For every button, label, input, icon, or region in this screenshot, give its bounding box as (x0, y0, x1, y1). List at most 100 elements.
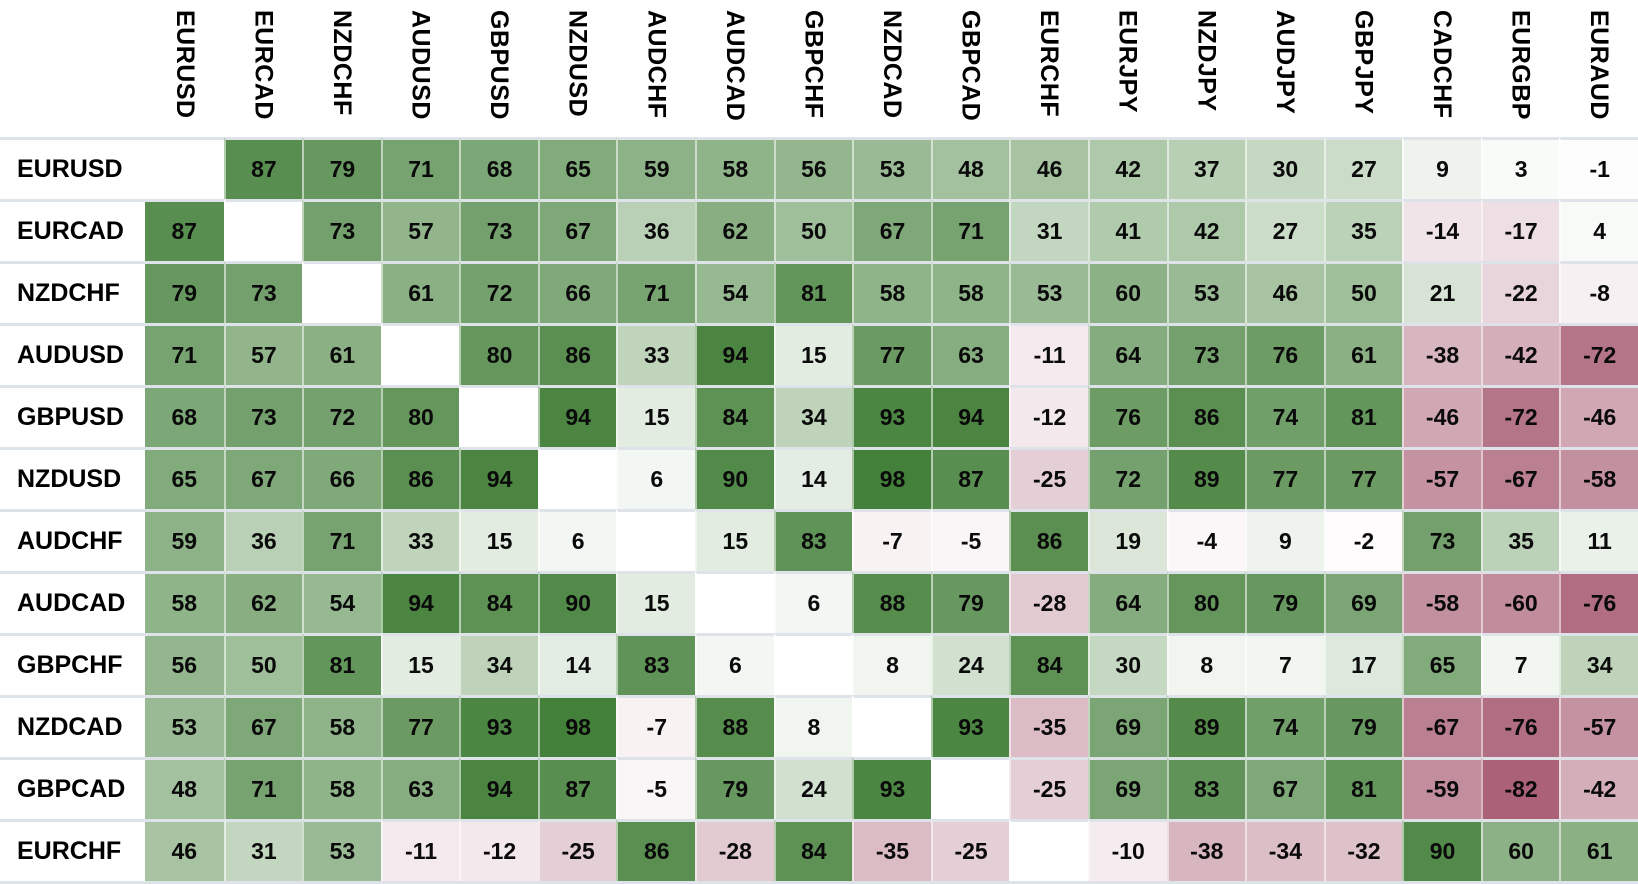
heatmap-cell: -28 (695, 819, 774, 881)
heatmap-cell: 69 (1087, 695, 1167, 757)
heatmap-cell: 7 (1480, 633, 1560, 695)
heatmap-cell: 93 (852, 385, 931, 447)
column-header-nzdchf: NZDCHF (302, 0, 381, 137)
heatmap-cell: -76 (1480, 695, 1560, 757)
heatmap-cell: 84 (1009, 633, 1088, 695)
heatmap-cell: -59 (1402, 757, 1481, 819)
heatmap-cell: 61 (1559, 819, 1638, 881)
heatmap-cell (616, 509, 696, 571)
heatmap-cell: -5 (930, 509, 1010, 571)
heatmap-cell: 53 (1166, 261, 1246, 323)
heatmap-cell: 33 (380, 509, 460, 571)
heatmap-cell: -46 (1402, 385, 1481, 447)
column-header-label: CADCHF (1428, 10, 1457, 119)
heatmap-cell: -42 (1559, 757, 1638, 819)
heatmap-cell: -14 (1402, 199, 1481, 261)
heatmap-cell: -72 (1480, 385, 1560, 447)
heatmap-cell: 76 (1245, 323, 1324, 385)
column-header-gbpusd: GBPUSD (459, 0, 538, 137)
heatmap-cell: 73 (302, 199, 381, 261)
heatmap-cell: 58 (930, 261, 1010, 323)
heatmap-cell: 14 (537, 633, 617, 695)
heatmap-cell: -46 (1559, 385, 1638, 447)
heatmap-cell: -5 (616, 757, 696, 819)
heatmap-cell: 80 (459, 323, 538, 385)
row-label-nzdusd: NZDUSD (0, 447, 145, 509)
heatmap-cell: 46 (145, 819, 224, 881)
heatmap-cell: 19 (1087, 509, 1167, 571)
heatmap-cell: 69 (1323, 571, 1403, 633)
heatmap-cell: 89 (1166, 447, 1246, 509)
heatmap-cell: -57 (1402, 447, 1481, 509)
heatmap-cell: 30 (1245, 137, 1324, 199)
heatmap-cell: 67 (537, 199, 617, 261)
heatmap-cell: 81 (1323, 757, 1403, 819)
row-label-audchf: AUDCHF (0, 509, 145, 571)
heatmap-cell: -25 (1009, 447, 1088, 509)
corner-spacer (0, 0, 145, 137)
heatmap-cell: 87 (145, 199, 224, 261)
heatmap-cell: -11 (1009, 323, 1088, 385)
heatmap-cell: 80 (1166, 571, 1246, 633)
heatmap-cell: 15 (616, 385, 696, 447)
row-label-eurcad: EURCAD (0, 199, 145, 261)
heatmap-cell: 31 (223, 819, 303, 881)
heatmap-cell: 62 (223, 571, 303, 633)
heatmap-cell: 53 (145, 695, 224, 757)
row-label-eurchf: EURCHF (0, 819, 145, 881)
heatmap-cell: 63 (930, 323, 1010, 385)
heatmap-cell: 79 (145, 261, 224, 323)
heatmap-cell: 67 (852, 199, 931, 261)
heatmap-cell: 86 (1166, 385, 1246, 447)
heatmap-cell: 59 (616, 137, 696, 199)
heatmap-cell: 87 (930, 447, 1010, 509)
heatmap-cell: 77 (852, 323, 931, 385)
heatmap-cell: 79 (930, 571, 1010, 633)
column-header-label: EURJPY (1113, 10, 1142, 114)
heatmap-cell: 77 (1323, 447, 1403, 509)
column-header-gbpcad: GBPCAD (930, 0, 1010, 137)
heatmap-cell: 79 (1245, 571, 1324, 633)
heatmap-cell: 15 (616, 571, 696, 633)
heatmap-cell: 71 (223, 757, 303, 819)
heatmap-cell: -58 (1559, 447, 1638, 509)
heatmap-cell: 83 (773, 509, 853, 571)
row-label-gbpcad: GBPCAD (0, 757, 145, 819)
heatmap-cell: 27 (1245, 199, 1324, 261)
heatmap-cell: 71 (145, 323, 224, 385)
heatmap-cell: 6 (537, 509, 617, 571)
heatmap-cell: 6 (616, 447, 696, 509)
row-label-audcad: AUDCAD (0, 571, 145, 633)
heatmap-cell: -1 (1559, 137, 1638, 199)
heatmap-cell: 46 (1009, 137, 1088, 199)
column-header-cadchf: CADCHF (1402, 0, 1481, 137)
heatmap-cell: 35 (1323, 199, 1403, 261)
heatmap-cell: 83 (616, 633, 696, 695)
heatmap-cell: 61 (380, 261, 460, 323)
heatmap-cell: 57 (223, 323, 303, 385)
column-header-label: GBPUSD (485, 10, 514, 120)
column-header-label: NZDJPY (1192, 10, 1221, 112)
heatmap-cell: 72 (302, 385, 381, 447)
heatmap-cell: 63 (380, 757, 460, 819)
heatmap-cell: 71 (302, 509, 381, 571)
heatmap-cell: 58 (852, 261, 931, 323)
column-header-eurusd: EURUSD (145, 0, 224, 137)
heatmap-cell: -11 (380, 819, 460, 881)
heatmap-cell (302, 261, 381, 323)
heatmap-cell: 84 (695, 385, 774, 447)
heatmap-cell (695, 571, 774, 633)
heatmap-cell: 73 (1166, 323, 1246, 385)
heatmap-cell: 67 (1245, 757, 1324, 819)
heatmap-cell: 42 (1087, 137, 1167, 199)
row-label-nzdchf: NZDCHF (0, 261, 145, 323)
row-label-gbpusd: GBPUSD (0, 385, 145, 447)
heatmap-cell: -67 (1480, 447, 1560, 509)
heatmap-cell: 8 (852, 633, 931, 695)
column-header-eurgbp: EURGBP (1480, 0, 1560, 137)
heatmap-cell: 94 (695, 323, 774, 385)
heatmap-cell: 34 (773, 385, 853, 447)
heatmap-cell (380, 323, 460, 385)
heatmap-cell: -8 (1559, 261, 1638, 323)
heatmap-cell: 94 (380, 571, 460, 633)
